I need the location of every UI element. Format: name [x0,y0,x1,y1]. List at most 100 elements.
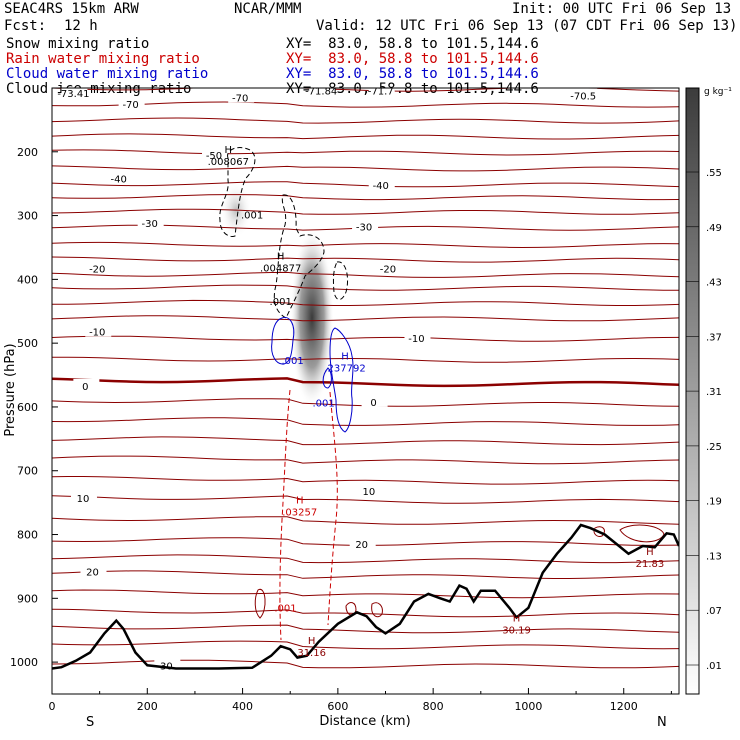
isotherm [52,315,679,322]
colorbar-label: .37 [706,332,722,343]
isotherm [52,476,679,485]
x-tick-label: 200 [137,700,158,713]
plot-frame [51,87,680,695]
isotherm [52,149,679,156]
temperature-label: -30 [356,222,372,233]
colorbar-label: .25 [706,442,722,453]
isotherm [52,377,679,388]
warm-loop-3 [254,588,266,619]
warm-loop-2 [371,602,383,618]
temperature-label: 10 [77,494,90,505]
snow-shading-main [290,228,334,408]
temp-label-bg [106,171,133,184]
x-tick-label: 800 [423,700,444,713]
extremum-symbol: H [308,636,316,647]
x-tick-label: 600 [327,700,348,713]
isotherm [52,356,679,363]
temperature-label: -40 [111,175,127,186]
temperature-label: 0 [82,382,88,393]
field-name-rain: Rain water mixing ratio [6,51,200,67]
isotherm [52,181,679,188]
temperature-label: 10 [362,487,375,498]
warm-loop-1 [345,602,357,616]
xy-range-rain: XY= 83.0, 58.8 to 101.5,144.6 [286,51,539,67]
fcst-value: 12 h [64,18,98,34]
temp-label-bg [118,96,145,109]
isotherm [52,256,679,263]
xy-range-cloud-water: XY= 83.0, 58.8 to 101.5,144.6 [286,66,539,82]
xy-range-snow: XY= 83.0, 58.8 to 101.5,144.6 [286,36,539,52]
temp-label-bg [368,88,395,96]
colorbar-label: .19 [706,497,722,508]
extremum-value: 31.16 [297,648,326,659]
field-name-snow: Snow mixing ratio [6,36,150,52]
y-tick-label: 900 [17,592,38,605]
isotherm [52,299,679,306]
x-tick-label: 0 [49,700,56,713]
extremum-symbol: H [296,496,304,507]
extremum-value: .03257 [282,508,317,519]
temperature-label: 20 [86,568,99,579]
extremum-value: .001 [274,603,296,614]
colorbar-label: .07 [706,606,722,617]
x-axis-label: Distance (km) [319,714,410,729]
isotherm [52,88,679,92]
warm-loop-4 [593,526,605,537]
extremum-symbol: H [513,614,521,625]
temp-label-bg [201,147,228,160]
temperature-label: -70 [122,100,138,111]
y-tick-label: 1000 [10,656,38,669]
extremum-value: 21.83 [636,559,665,570]
terrain-line [52,523,679,670]
valid-time: Valid: 12 UTC Fri 06 Sep 13 (07 CDT Fri … [316,18,738,34]
org-label: NCAR/MMM [234,1,302,17]
y-tick-label: 200 [17,146,38,159]
temperature-label: -71.7 [368,87,394,98]
colorbar-label: .49 [706,223,722,234]
y-tick-label: 300 [17,210,38,223]
temp-label-bg [571,88,598,101]
temperature-label: -30 [141,219,157,230]
isotherm [52,640,679,650]
isotherm [52,194,679,201]
temp-label-bg [356,484,383,497]
temperature-label: -10 [408,334,424,345]
temp-label-bg [361,394,388,407]
temp-label-bg [85,261,112,274]
temperature-label: -40 [373,181,389,192]
isotherm [52,495,679,504]
isotherm [52,241,679,249]
x-tick-label: 1200 [610,700,638,713]
temp-label-bg [73,378,100,391]
cloud-ice-contour-right [332,261,349,300]
y-tick-label: 500 [17,337,38,350]
end-label-north: N [657,715,667,730]
temperature-label: 20 [355,540,368,551]
isotherm [52,455,679,465]
temp-label-bg [349,537,376,550]
extremum-value: .001 [281,356,303,367]
extremum-value: .004877 [260,263,301,274]
extremum-symbol: H [646,547,654,558]
isotherm [52,436,679,446]
isotherm [52,335,679,342]
temperature-label: -50 [206,151,222,162]
temperature-label: 0 [370,398,376,409]
model-title: SEAC4RS 15km ARW [4,1,139,17]
y-tick-label: 700 [17,465,38,478]
y-tick-label: 400 [17,273,38,286]
isotherm [52,554,679,564]
temperature-label: -20 [89,265,105,276]
colorbar-label: .43 [706,278,722,289]
isotherm [52,589,679,599]
isotherm [52,284,679,291]
temp-label-bg [352,219,379,232]
extremum-symbol: H [341,352,349,363]
isotherm [52,608,679,618]
temp-label-bg [228,90,255,103]
colorbar-label: .31 [706,387,722,398]
colorbar-label: .13 [706,551,722,562]
cloud-water-contour-left [271,316,295,365]
y-tick-label: 800 [17,529,38,542]
